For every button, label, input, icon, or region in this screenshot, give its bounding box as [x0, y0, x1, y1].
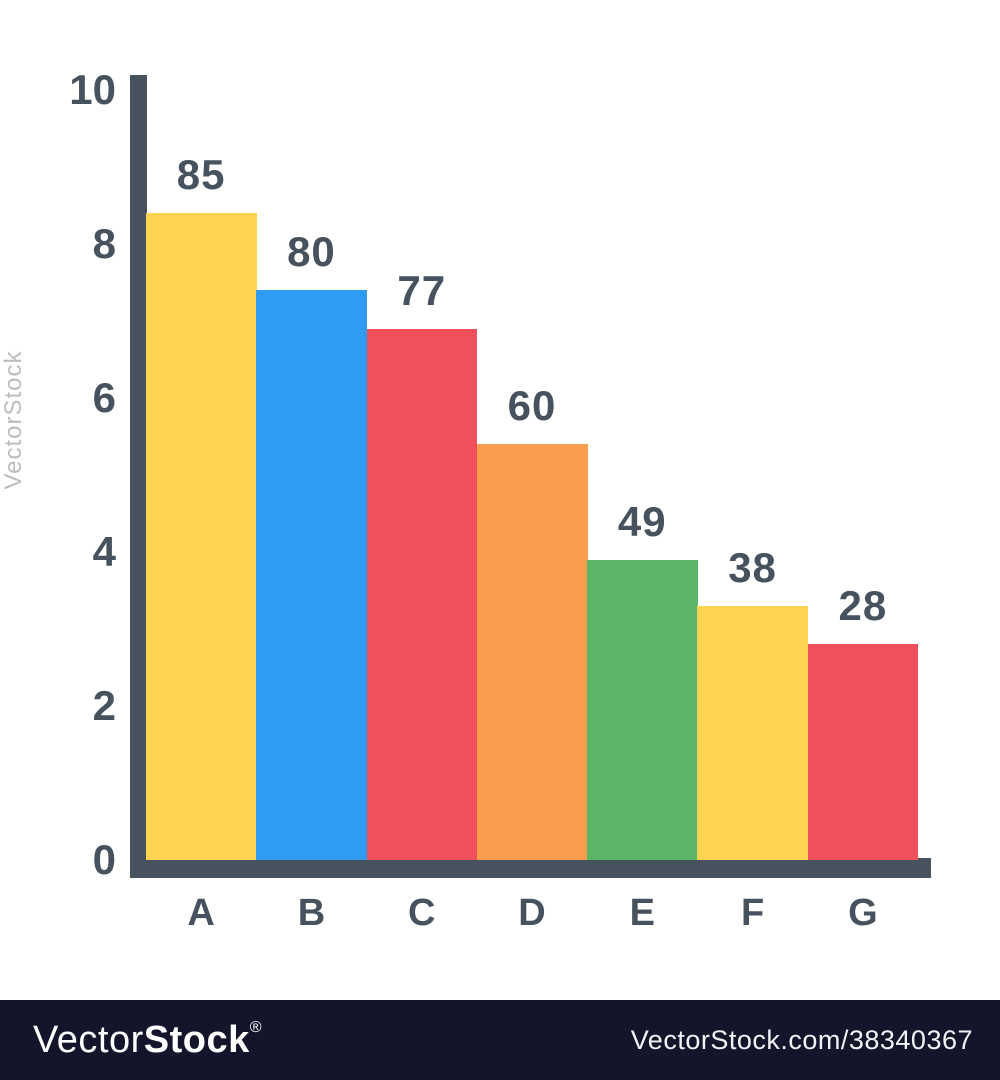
bar-value-label-F: 38: [728, 544, 777, 591]
x-category-label-D: D: [518, 892, 546, 934]
bar-value-label-E: 49: [617, 498, 667, 545]
y-tick-label-8: 8: [92, 220, 116, 267]
x-axis-line: [130, 858, 931, 878]
logo-word-vector: Vector: [33, 1018, 144, 1061]
bar-D: [476, 444, 588, 860]
bar-G: [807, 644, 919, 860]
logo-word-stock: Stock: [143, 1018, 250, 1061]
x-category-label-F: F: [740, 892, 765, 934]
y-tick-label-10: 10: [69, 66, 116, 113]
x-category-label-E: E: [629, 892, 655, 934]
bar-F: [697, 606, 809, 860]
vectorstock-image-url: VectorStock.com/38340367: [630, 1024, 973, 1055]
x-category-label-A: A: [187, 892, 215, 934]
x-category-label-C: C: [407, 892, 436, 934]
y-tick-label-0: 0: [92, 836, 116, 883]
y-tick-label-2: 2: [92, 682, 116, 729]
footer-watermark-bar: VectorStock® VectorStock.com/38340367: [0, 1000, 1000, 1080]
y-axis-line: [130, 75, 147, 878]
registered-trademark-icon: ®: [249, 1018, 262, 1036]
x-category-label-G: G: [848, 892, 878, 934]
bar-C: [366, 329, 478, 860]
x-category-label-B: B: [297, 892, 326, 934]
bar-value-label-B: 80: [287, 228, 336, 275]
bar-value-label-D: 60: [507, 382, 557, 429]
bar-chart: 0 2 4 6 8 10 85 A 80 B 77 C 60 D 49 E 38 F 28 G VectorStock: [0, 66, 931, 934]
bar-A: [146, 213, 257, 860]
bar-value-label-A: 85: [176, 151, 226, 198]
bar-value-label-G: 28: [838, 582, 888, 629]
bar-E: [587, 560, 698, 860]
vectorstock-logo: VectorStock®: [33, 1019, 262, 1062]
bar-value-label-C: 77: [397, 267, 447, 314]
y-tick-label-4: 4: [92, 528, 116, 575]
side-watermark-text: VectorStock: [0, 350, 27, 490]
bar-B: [256, 290, 368, 860]
y-tick-label-6: 6: [92, 374, 116, 421]
